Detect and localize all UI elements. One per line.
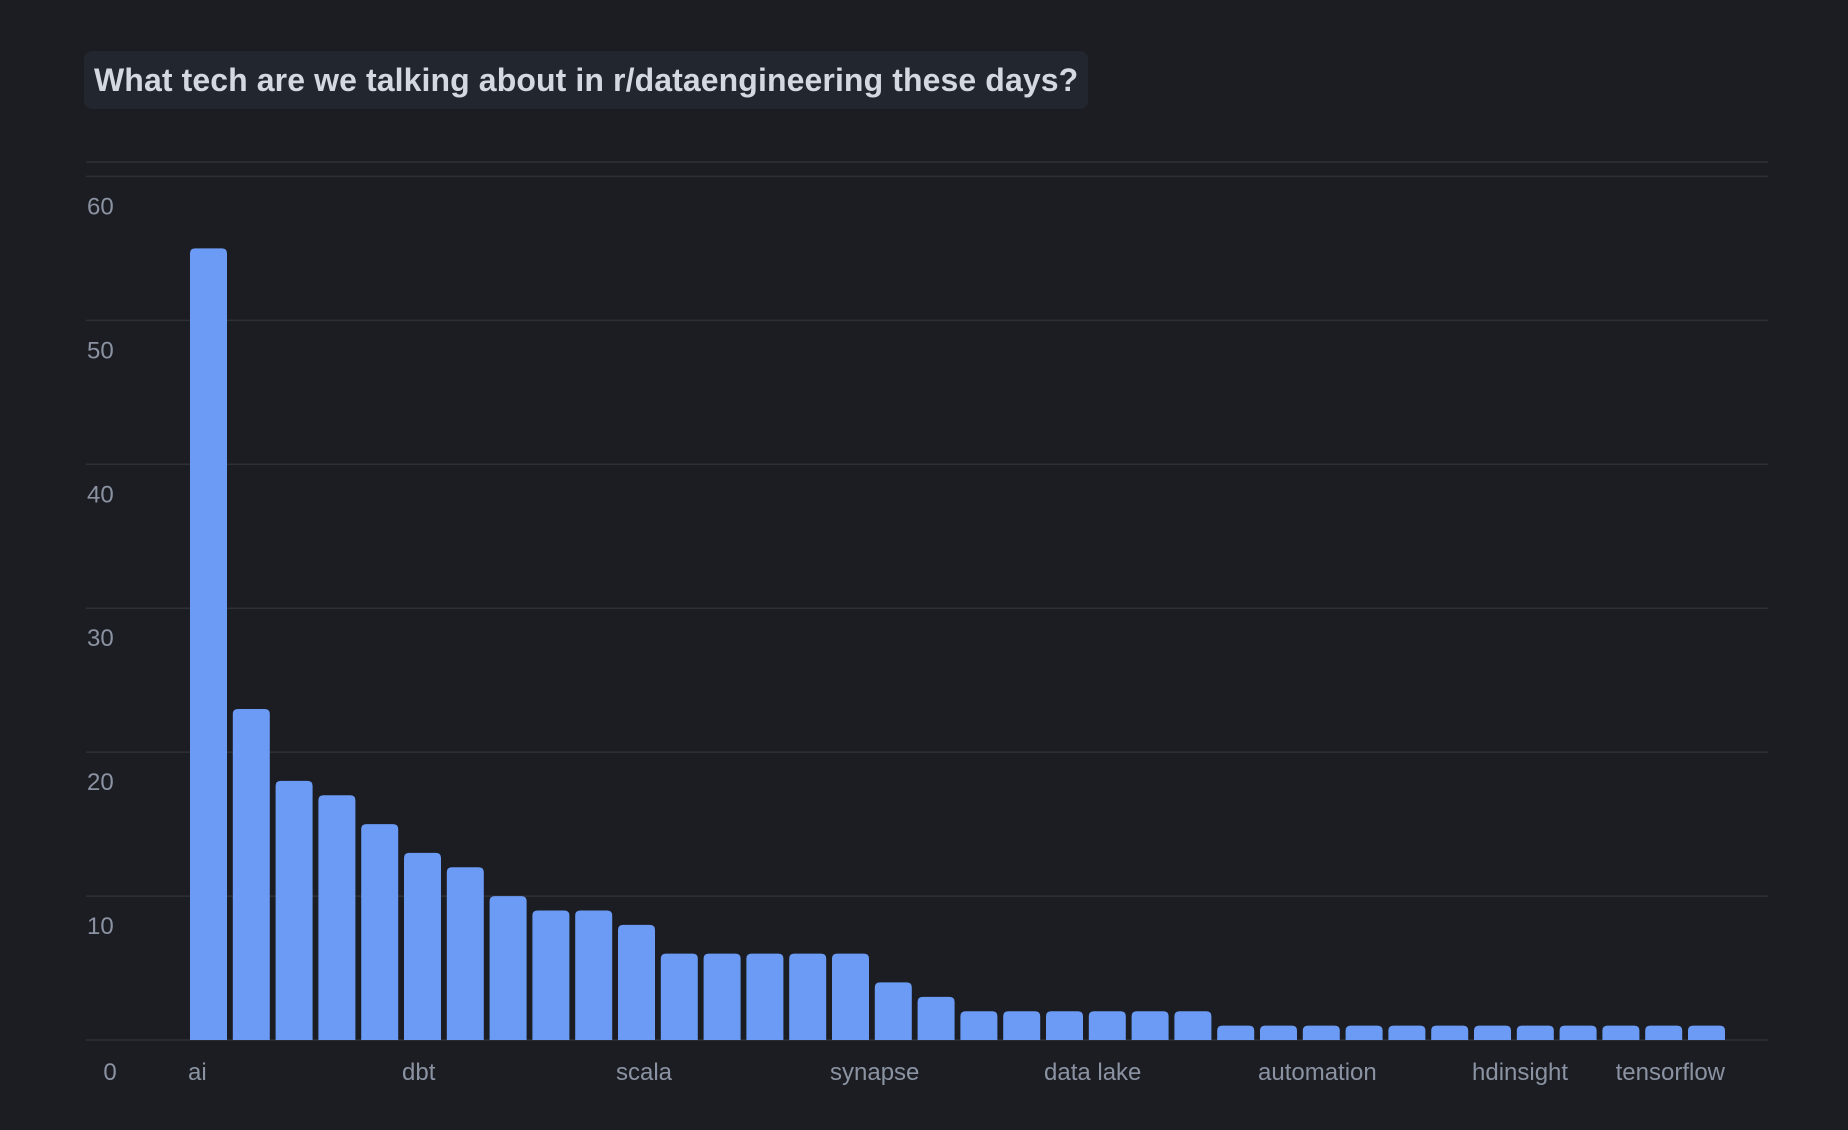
- bar: : 10: [489, 896, 527, 1040]
- bar: : 1: [1516, 1025, 1554, 1040]
- x-tick-label: tensorflow: [1616, 1059, 1726, 1086]
- x-tick-label: automation: [1258, 1059, 1377, 1086]
- bar: dbt: 13: [404, 852, 441, 1040]
- bar: synapse: 6: [832, 953, 869, 1040]
- bar: ai: 55: [190, 248, 227, 1040]
- bar: hdinsight: 1: [1474, 1025, 1511, 1040]
- bar: : 3: [917, 996, 955, 1040]
- bar: : 6: [703, 953, 741, 1040]
- bar: : 6: [660, 953, 698, 1040]
- bar: : 15: [361, 824, 399, 1040]
- x-tick-label: scala: [616, 1059, 673, 1086]
- x-tick-label: ai: [188, 1059, 207, 1086]
- bar: scala: 8: [618, 924, 655, 1040]
- bar: : 4: [874, 982, 912, 1040]
- bar: : 23: [232, 708, 270, 1040]
- x-tick-label: data lake: [1044, 1059, 1141, 1086]
- bar: : 1: [1645, 1025, 1683, 1040]
- y-tick-label: 0: [103, 1059, 116, 1086]
- bar: : 1: [1431, 1025, 1469, 1040]
- chart-title: What tech are we talking about in r/data…: [94, 61, 1079, 98]
- y-tick-label: 40: [87, 481, 114, 508]
- bar: : 1: [1559, 1025, 1597, 1040]
- bar: : 1: [1217, 1025, 1255, 1040]
- bar: tensorflow: 1: [1688, 1025, 1725, 1040]
- bar: : 18: [275, 780, 313, 1040]
- bar: : 1: [1302, 1025, 1340, 1040]
- bar: : 2: [1131, 1011, 1169, 1040]
- y-tick-label: 30: [87, 625, 114, 652]
- bars: ai: 55: 23: 18: 17: 15dbt: 13: 12: 10: 9…: [190, 248, 1725, 1040]
- x-tick-label: hdinsight: [1472, 1059, 1568, 1086]
- y-tick-label: 60: [87, 193, 114, 220]
- y-axis-ticks: 0 10 20 30 40 50 60: [87, 193, 117, 1086]
- bar: : 9: [575, 910, 613, 1040]
- bar: : 2: [1003, 1011, 1041, 1040]
- bar: : 1: [1602, 1025, 1640, 1040]
- bar: : 9: [532, 910, 570, 1040]
- bar: : 2: [960, 1011, 998, 1040]
- x-tick-label: synapse: [830, 1059, 919, 1086]
- bar: : 2: [1174, 1011, 1212, 1040]
- grid-lines: [86, 161, 1768, 1041]
- x-tick-label: dbt: [402, 1059, 436, 1086]
- bar: : 17: [318, 795, 356, 1040]
- bar: : 2: [1088, 1011, 1126, 1040]
- bar: : 6: [789, 953, 827, 1040]
- bar: : 12: [446, 867, 484, 1040]
- bar: : 1: [1388, 1025, 1426, 1040]
- x-axis-ticks: ai dbt scala synapse data lake automation hdin…: [188, 1059, 1726, 1086]
- bar: data lake: 2: [1046, 1011, 1083, 1040]
- y-tick-label: 10: [87, 913, 114, 940]
- bar: automation: 1: [1260, 1025, 1297, 1040]
- bar: : 1: [1345, 1025, 1383, 1040]
- bar: : 6: [746, 953, 784, 1040]
- y-tick-label: 20: [87, 769, 114, 796]
- y-tick-label: 50: [87, 337, 114, 364]
- chart-title-box: What tech are we talking about in r/data…: [84, 51, 1089, 109]
